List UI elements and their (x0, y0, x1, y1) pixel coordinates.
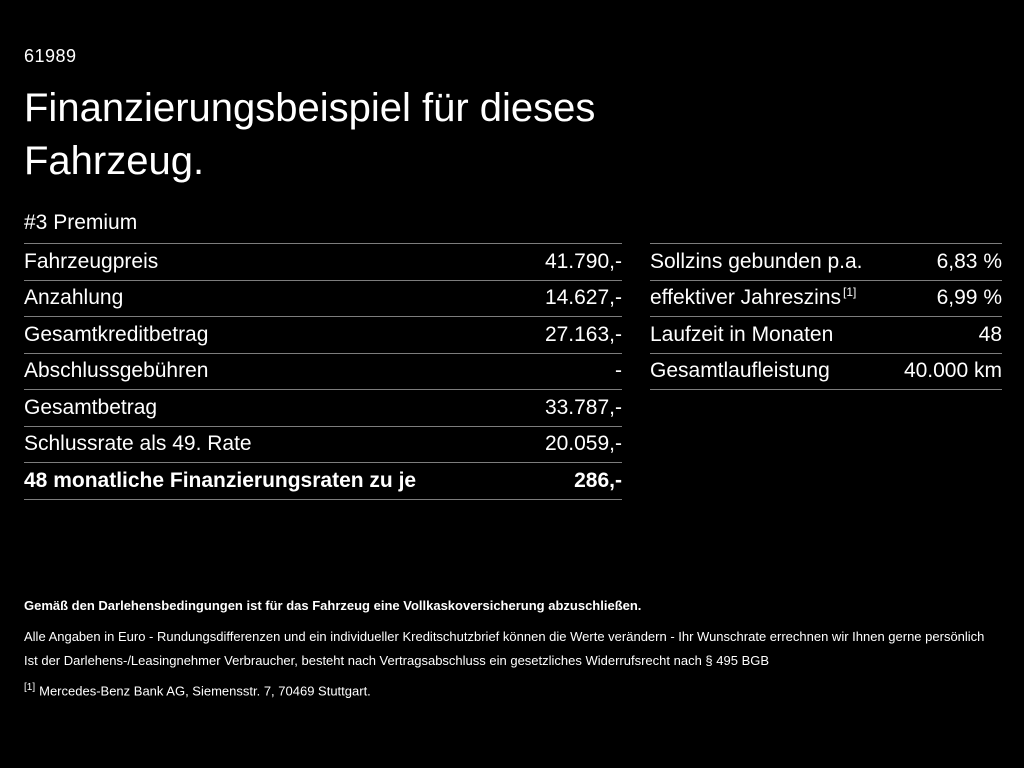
table-row: Gesamtbetrag 33.787,- (24, 389, 622, 426)
row-value: 27.163,- (544, 322, 622, 346)
table-row: Gesamtlaufleistung 40.000 km (650, 352, 1002, 390)
row-label: Fahrzeugpreis (24, 249, 159, 273)
insurance-note: Gemäß den Darlehensbedingungen ist für d… (24, 598, 642, 613)
row-label: Laufzeit in Monaten (650, 322, 834, 346)
page-title: Finanzierungsbeispiel für dieses Fahrzeu… (24, 86, 596, 183)
row-value: 6,83 % (936, 249, 1002, 273)
table-row: Fahrzeugpreis 41.790,- (24, 243, 622, 280)
table-row: Anzahlung 14.627,- (24, 279, 622, 317)
row-value: 6,99 % (936, 286, 1002, 310)
table-row: Abschlussgebühren - (24, 352, 622, 390)
table-row: Sollzins gebunden p.a. 6,83 % (650, 243, 1002, 280)
row-value: 14.627,- (544, 286, 622, 310)
table-row: Schlussrate als 49. Rate 20.059,- (24, 425, 622, 463)
finance-table: Fahrzeugpreis 41.790,- Anzahlung 14.627,… (24, 243, 622, 500)
row-value: 286,- (574, 468, 622, 492)
row-value: 33.787,- (544, 395, 622, 419)
footnote-ref: [1] (843, 285, 857, 300)
offer-number: 61989 (24, 46, 77, 66)
row-value: 40.000 km (903, 359, 1002, 383)
table-row: effektiver Jahreszins [1] 6,99 % (650, 279, 1002, 317)
row-label: Sollzins gebunden p.a. (650, 249, 863, 273)
row-label: Schlussrate als 49. Rate (24, 432, 252, 456)
disclaimer-line: Alle Angaben in Euro - Rundungsdifferenz… (24, 629, 985, 644)
row-label: Gesamtkreditbetrag (24, 322, 209, 346)
row-value: 41.790,- (544, 249, 622, 273)
row-label: Anzahlung (24, 286, 124, 310)
row-value: - (615, 359, 622, 383)
row-value: 48 (978, 322, 1002, 346)
table-row: Laufzeit in Monaten 48 (650, 316, 1002, 353)
footnote: [1] Mercedes-Benz Bank AG, Siemensstr. 7,… (24, 682, 1000, 698)
row-label: Abschlussgebühren (24, 359, 209, 383)
row-value: 20.059,- (544, 432, 622, 456)
footnote-text: Mercedes-Benz Bank AG, Siemensstr. 7, 70… (39, 683, 371, 699)
legal-footer: Gemäß den Darlehensbedingungen ist für d… (24, 598, 1000, 698)
row-label: Gesamtbetrag (24, 395, 158, 419)
table-row-monthly-rate: 48 monatliche Finanzierungsraten zu je 2… (24, 462, 622, 499)
row-label: Gesamtlaufleistung (650, 359, 830, 383)
footnote-marker: [1] (24, 682, 36, 693)
disclaimer-line: Ist der Darlehens-/Leasingnehmer Verbrau… (24, 653, 770, 668)
row-label: effektiver Jahreszins [1] (650, 285, 857, 310)
table-row: Gesamtkreditbetrag 27.163,- (24, 316, 622, 353)
row-label: 48 monatliche Finanzierungsraten zu je (24, 468, 417, 492)
model-name: #3 Premium (24, 211, 138, 234)
conditions-table: Sollzins gebunden p.a. 6,83 % effektiver… (650, 243, 1002, 390)
